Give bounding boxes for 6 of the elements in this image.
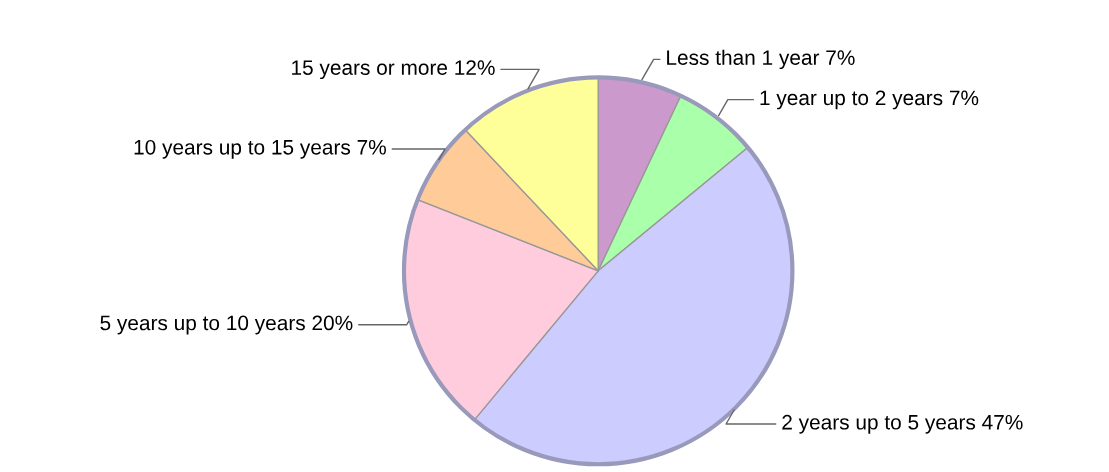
slice-label: 15 years or more 12% bbox=[292, 60, 495, 80]
slice-label: Less than 1 year 7% bbox=[667, 49, 855, 70]
slice-label: 10 years up to 15 years 7% bbox=[134, 139, 386, 159]
slice-label: 1 year up to 2 years 7% bbox=[760, 90, 979, 110]
slice-label: 5 years up to 10 years 20% bbox=[100, 315, 353, 335]
slice-label: 2 years up to 5 years 47% bbox=[782, 414, 1023, 434]
